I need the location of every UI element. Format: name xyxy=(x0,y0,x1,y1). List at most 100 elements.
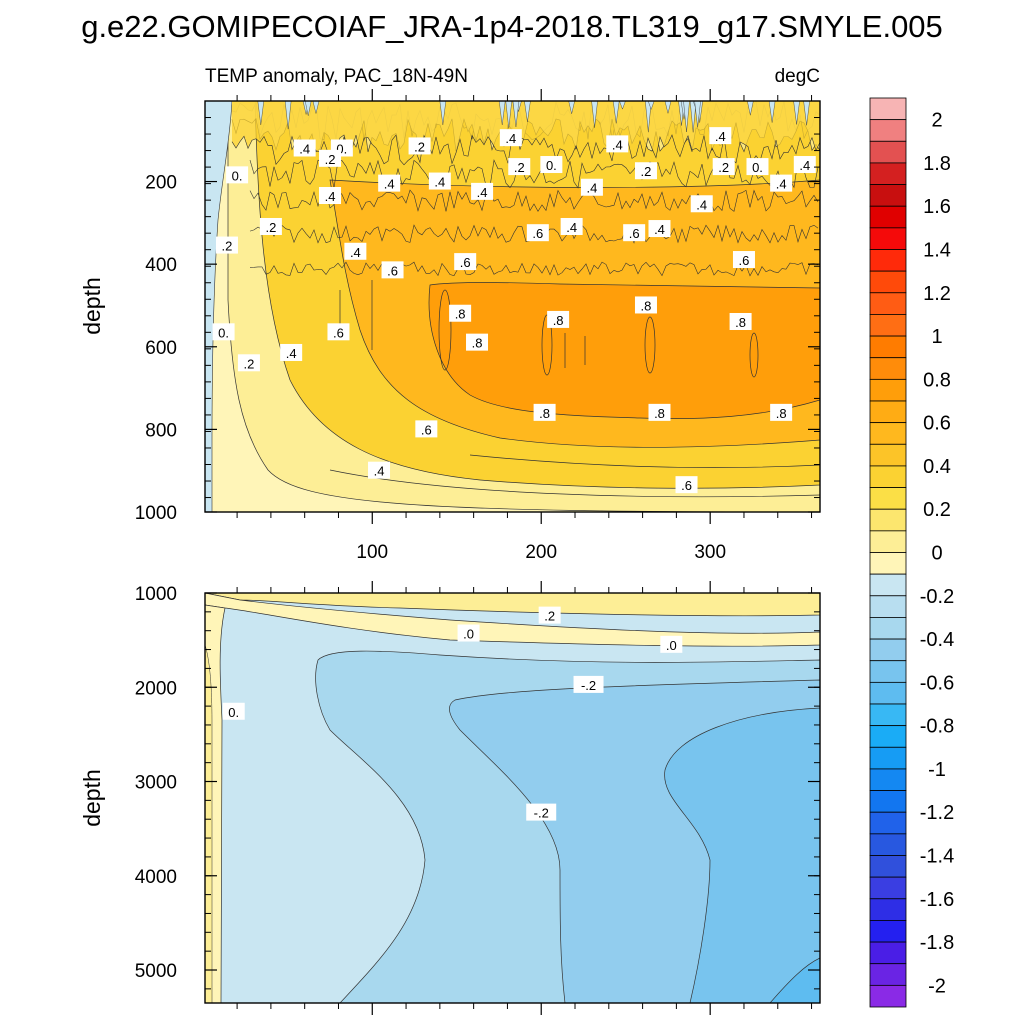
colorbar-label: -0.2 xyxy=(920,586,954,608)
colorbar-swatch xyxy=(869,984,907,1008)
y-tick-label: 600 xyxy=(145,338,177,359)
contour-label-box xyxy=(675,476,698,494)
y-tick-label: 3000 xyxy=(135,773,177,794)
contour-label-box xyxy=(428,172,451,190)
contour-label-box xyxy=(770,403,793,421)
contour-label: .4 xyxy=(776,177,787,192)
y-tick-label: 1000 xyxy=(135,584,177,605)
contour-label-box xyxy=(729,312,752,330)
contour-label: .4 xyxy=(799,158,810,173)
contour-label: .2 xyxy=(514,160,525,175)
y-tick-label: 400 xyxy=(145,255,177,276)
contour-label-box xyxy=(280,343,303,361)
contour-label-box xyxy=(499,129,522,147)
contour-label-box xyxy=(449,304,472,322)
contour-label: .2 xyxy=(641,164,652,179)
contour-label: .2 xyxy=(265,220,276,235)
y-tick-label: 2000 xyxy=(135,678,177,699)
contour-label-box xyxy=(732,251,755,269)
contour-label: 0. xyxy=(336,142,347,157)
upper-plot-frame xyxy=(204,100,821,513)
colorbar-swatch xyxy=(869,270,907,294)
contour-label-box xyxy=(526,803,557,821)
colorbar-swatch xyxy=(869,314,907,337)
colorbar-swatch xyxy=(869,963,907,986)
colorbar-swatch xyxy=(869,400,907,424)
lower-axis-ticks: 1000 2000 3000 4000 5000 xyxy=(135,581,820,1015)
colorbar-swatch xyxy=(869,790,907,813)
contour-label-box xyxy=(690,195,713,213)
lower-fill-left-edge xyxy=(205,644,213,1003)
contour-label: .4 xyxy=(586,181,597,196)
colorbar: 2 1.8 1.6 1.4 1.2 1 0.8 0.6 0.4 0.2 0 -0.2 -0.4 -0.6 -… xyxy=(869,97,954,1008)
contour-label: .2 xyxy=(325,152,336,167)
contour-label-box xyxy=(327,323,350,341)
contour-label-box xyxy=(648,403,671,421)
contour-label: .4 xyxy=(299,142,310,157)
contour-label-box xyxy=(623,224,646,242)
contour-label: .4 xyxy=(434,175,445,190)
contour-label-box xyxy=(408,137,431,155)
contour-label-box xyxy=(381,261,404,279)
contour-label: .0 xyxy=(666,638,677,653)
contour-label-box xyxy=(344,242,367,260)
contour-label: .8 xyxy=(776,406,787,421)
x-tick-label: 300 xyxy=(694,542,726,563)
colorbar-swatch xyxy=(869,681,907,705)
lower-y-axis-label: depth xyxy=(79,769,105,827)
colorbar-label: -1.4 xyxy=(920,846,954,868)
colorbar-label: 1 xyxy=(931,326,942,348)
upper-panel-units: degC xyxy=(775,66,820,87)
colorbar-label: 0 xyxy=(931,543,942,565)
colorbar-label: 2 xyxy=(931,110,942,132)
contour-label: .8 xyxy=(553,313,564,328)
contour-label-box xyxy=(709,127,732,145)
contour-label-box xyxy=(368,461,391,479)
contour-label: .4 xyxy=(715,129,726,144)
colorbar-swatch xyxy=(869,617,907,640)
contour-label: .2 xyxy=(414,139,425,154)
contour-label-box xyxy=(606,135,629,153)
contour-label: .4 xyxy=(696,197,707,212)
colorbar-swatch xyxy=(869,941,907,965)
lower-panel: .2 .0 .0 -.2 0. -.2 1000 2000 3000 4000 5000 dept… xyxy=(79,581,821,1015)
colorbar-label: -0.8 xyxy=(920,716,954,738)
colorbar-label: 0.8 xyxy=(923,369,951,391)
colorbar-label: 1.2 xyxy=(923,283,951,305)
colorbar-label: -2 xyxy=(928,975,946,997)
colorbar-swatch xyxy=(869,811,907,835)
contour-label: .2 xyxy=(222,239,233,254)
colorbar-swatch xyxy=(869,530,907,553)
contour-label: 0. xyxy=(752,160,763,175)
colorbar-swatch xyxy=(869,768,907,791)
y-tick-label: 5000 xyxy=(135,961,177,982)
upper-panel: TEMP anomaly, PAC_18N-49N degC xyxy=(79,66,821,563)
contour-label: 0. xyxy=(232,168,243,183)
contour-label-box xyxy=(634,162,657,180)
contour-label: .6 xyxy=(629,226,640,241)
contour-label: .4 xyxy=(384,177,395,192)
contour-label: .4 xyxy=(505,131,516,146)
contour-label-box xyxy=(466,333,489,351)
colorbar-swatch xyxy=(869,97,907,121)
contour-label: .8 xyxy=(472,336,483,351)
contour-label: .2 xyxy=(544,609,555,624)
colorbar-swatch xyxy=(869,660,907,683)
contour-label-box xyxy=(319,149,342,167)
contour-label: .8 xyxy=(455,307,466,322)
contour-label-box xyxy=(712,158,735,176)
contour-label-box xyxy=(538,606,561,624)
contour-label: .6 xyxy=(333,325,344,340)
colorbar-swatch xyxy=(869,162,907,185)
contour-label: .6 xyxy=(532,226,543,241)
colorbar-label: 0.2 xyxy=(923,499,951,521)
colorbar-swatch xyxy=(869,703,907,727)
contour-label-box xyxy=(547,310,570,328)
colorbar-label: -0.4 xyxy=(920,629,954,651)
contour-label-box xyxy=(580,178,603,196)
contour-label: .6 xyxy=(681,478,692,493)
contour-label: .6 xyxy=(739,253,750,268)
contour-label: .4 xyxy=(374,464,385,479)
figure-title: g.e22.GOMIPECOIAF_JRA-1p4-2018.TL319_g17… xyxy=(81,9,943,44)
